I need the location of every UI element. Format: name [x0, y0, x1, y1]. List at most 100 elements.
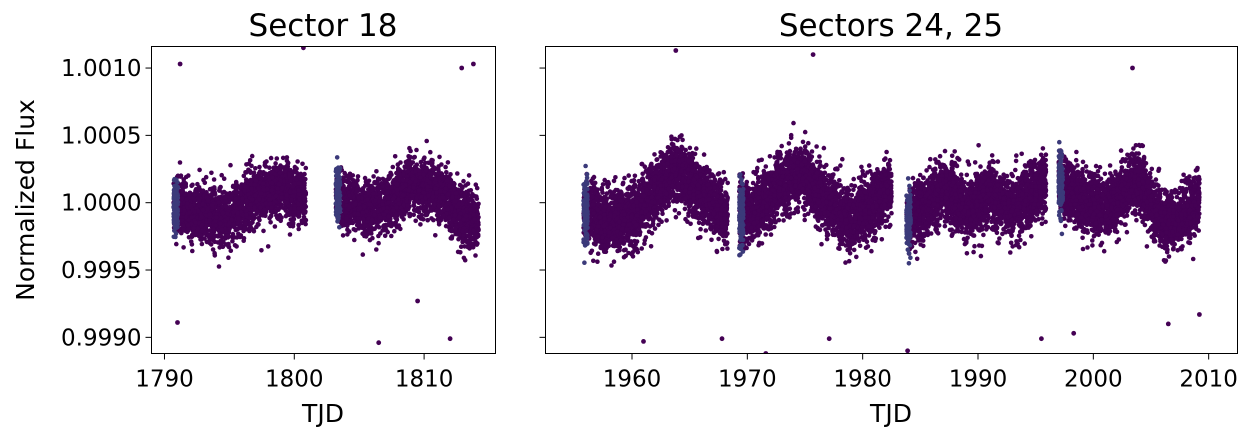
data-point: [288, 217, 294, 222]
data-point: [284, 155, 290, 160]
data-point: [458, 220, 463, 226]
data-point: [455, 249, 461, 255]
data-point: [419, 194, 424, 199]
data-point: [438, 188, 443, 194]
data-point: [334, 169, 339, 175]
data-point: [386, 200, 391, 205]
data-point: [292, 164, 298, 170]
data-point: [416, 200, 422, 205]
data-point: [226, 244, 231, 249]
data-point: [385, 181, 391, 187]
data-point: [441, 213, 446, 219]
data-point: [238, 191, 243, 197]
data-point: [261, 187, 267, 192]
data-point: [232, 243, 238, 248]
data-point: [272, 224, 278, 229]
data-point: [196, 203, 202, 208]
data-point: [270, 175, 275, 180]
data-point: [269, 169, 275, 175]
data-point: [264, 159, 269, 164]
data-point: [428, 174, 433, 180]
data-point: [362, 175, 368, 181]
data-point: [466, 238, 471, 243]
data-point: [173, 183, 178, 189]
data-point: [425, 217, 431, 223]
data-point: [380, 176, 386, 182]
y-tick-label: 1.0005: [61, 123, 141, 149]
data-point: [395, 166, 401, 171]
data-point: [366, 216, 371, 221]
data-point: [433, 186, 439, 191]
data-point: [181, 226, 186, 232]
data-point: [248, 221, 254, 226]
data-point: [446, 174, 452, 180]
chart-title: Sector 18: [249, 8, 398, 44]
data-point: [370, 191, 376, 196]
data-point: [241, 173, 247, 179]
data-point: [205, 206, 210, 212]
data-point: [188, 239, 194, 244]
data-point: [435, 217, 441, 222]
data-point: [171, 234, 177, 240]
data-point: [422, 204, 427, 210]
data-point: [467, 232, 473, 238]
data-point: [208, 232, 214, 237]
data-point: [174, 241, 179, 247]
data-point: [230, 231, 236, 237]
data-point: [181, 177, 186, 182]
data-point: [185, 223, 191, 228]
y-axis-label: Normalized Flux: [11, 99, 40, 301]
data-point: [189, 183, 194, 189]
data-point: [175, 180, 180, 185]
data-point: [376, 240, 381, 246]
data-point: [411, 185, 417, 190]
data-point: [386, 214, 391, 219]
data-point: [421, 190, 427, 195]
data-point: [302, 202, 308, 208]
data-point: [467, 207, 473, 212]
data-point: [295, 201, 301, 207]
data-point: [474, 207, 480, 213]
data-point: [233, 187, 238, 193]
data-point: [405, 169, 411, 174]
data-point: [472, 217, 478, 222]
data-point: [253, 193, 258, 198]
data-point: [406, 161, 412, 167]
data-point: [422, 155, 427, 160]
data-point: [347, 171, 353, 177]
data-point: [296, 210, 302, 215]
data-point: [193, 220, 198, 225]
data-point: [243, 221, 248, 226]
data-point: [296, 188, 301, 193]
data-point: [303, 176, 308, 182]
data-point: [265, 244, 271, 249]
data-point: [424, 138, 430, 144]
data-point: [296, 181, 302, 186]
data-point: [437, 154, 442, 160]
data-point: [295, 206, 301, 211]
data-point: [371, 174, 376, 179]
data-point: [436, 164, 441, 169]
data-point: [277, 170, 283, 176]
data-point: [246, 167, 251, 173]
data-point: [440, 195, 446, 200]
data-point: [476, 227, 481, 233]
data-point: [291, 189, 297, 194]
data-point: [196, 208, 201, 214]
data-point: [218, 221, 223, 226]
data-point: [248, 202, 253, 207]
data-point: [418, 175, 423, 180]
data-point: [225, 216, 231, 221]
data-point: [213, 215, 219, 220]
data-point: [296, 226, 302, 232]
data-point: [205, 197, 211, 203]
data-point: [177, 160, 183, 165]
data-point: [279, 195, 285, 200]
data-point: [407, 213, 413, 219]
data-point: [295, 159, 300, 164]
data-point: [465, 244, 470, 250]
data-point: [400, 184, 406, 190]
data-point: [247, 216, 253, 221]
data-point: [407, 179, 413, 185]
data-point: [394, 175, 400, 180]
